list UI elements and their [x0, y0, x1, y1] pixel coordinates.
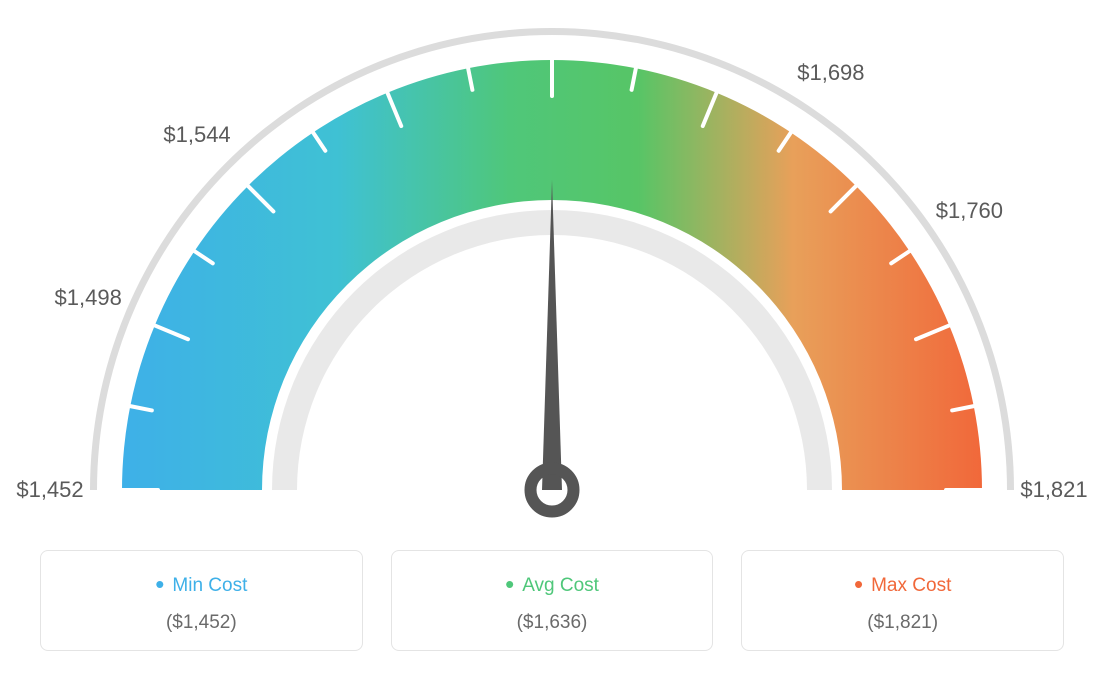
- avg-cost-label: Avg Cost: [392, 569, 713, 600]
- min-cost-card: Min Cost ($1,452): [40, 550, 363, 651]
- max-cost-label: Max Cost: [742, 569, 1063, 600]
- summary-cards: Min Cost ($1,452) Avg Cost ($1,636) Max …: [0, 550, 1104, 681]
- gauge-scale-label: $1,698: [797, 60, 864, 86]
- min-cost-value: ($1,452): [41, 612, 362, 634]
- gauge-chart: $1,452 $1,498 $1,544 $1,636 $1,698 $1,760 $1,8…: [0, 0, 1104, 550]
- avg-cost-value: ($1,636): [392, 612, 713, 634]
- gauge-scale-label: $1,498: [55, 285, 122, 311]
- gauge-svg: [0, 0, 1104, 550]
- max-cost-card: Max Cost ($1,821): [741, 550, 1064, 651]
- gauge-scale-label: $1,821: [1020, 477, 1087, 503]
- avg-cost-card: Avg Cost ($1,636): [391, 550, 714, 651]
- gauge-scale-label: $1,452: [16, 477, 83, 503]
- gauge-scale-label: $1,636: [518, 0, 585, 1]
- gauge-scale-label: $1,760: [936, 198, 1003, 224]
- gauge-scale-label: $1,544: [163, 122, 230, 148]
- min-cost-label: Min Cost: [41, 569, 362, 600]
- max-cost-value: ($1,821): [742, 612, 1063, 634]
